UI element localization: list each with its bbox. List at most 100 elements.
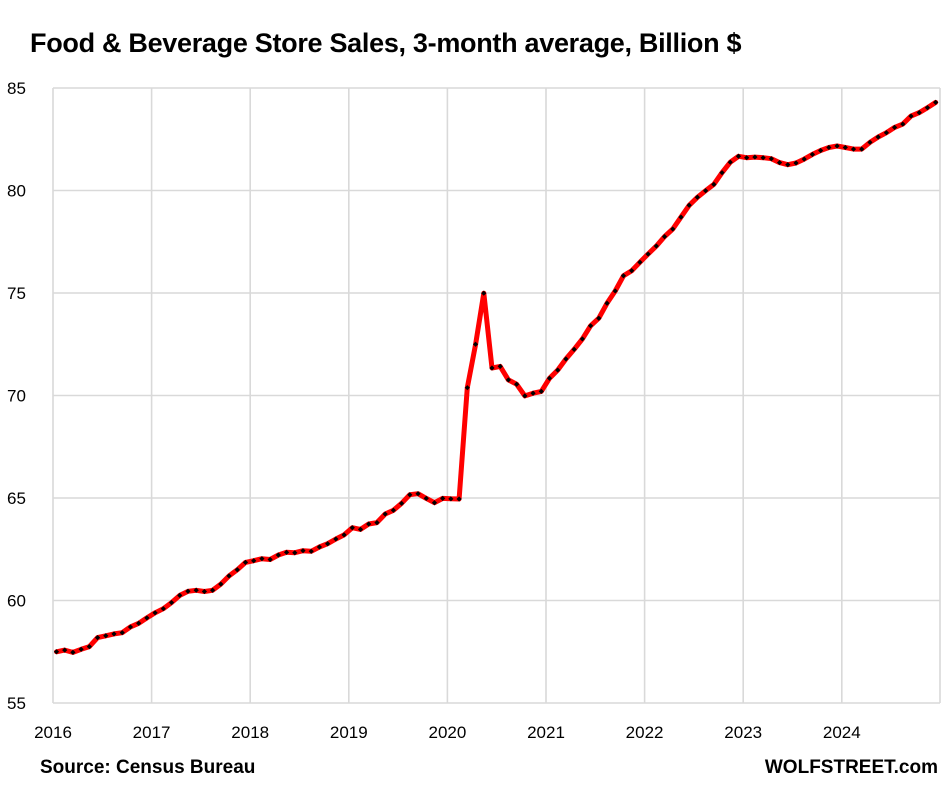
- y-tick-label: 85: [7, 79, 26, 98]
- data-point: [801, 156, 807, 162]
- data-point: [514, 381, 520, 387]
- data-point: [185, 588, 191, 594]
- data-point: [234, 567, 240, 573]
- data-point: [440, 495, 446, 502]
- data-point: [283, 549, 290, 555]
- data-point: [423, 495, 429, 502]
- data-point: [538, 388, 544, 394]
- data-point: [620, 273, 627, 279]
- data-point: [686, 202, 692, 208]
- data-point: [744, 155, 750, 161]
- data-point: [448, 496, 454, 502]
- data-point: [563, 356, 569, 362]
- data-point: [859, 146, 865, 152]
- y-tick-label: 80: [7, 182, 26, 201]
- x-tick-label: 2022: [626, 723, 664, 742]
- data-point: [867, 139, 873, 145]
- grid: [52, 87, 941, 704]
- data-point: [349, 525, 355, 531]
- x-tick-label: 2023: [724, 723, 762, 742]
- x-axis-ticks: 2016 2017 2018 2019 2020 2021 2022 2023 2024: [34, 723, 861, 742]
- data-point: [661, 234, 668, 240]
- data-point: [752, 154, 758, 160]
- data-point: [111, 631, 117, 637]
- y-tick-label: 70: [7, 387, 26, 406]
- data-point: [177, 592, 183, 598]
- data-point: [785, 162, 791, 168]
- data-point: [144, 615, 150, 621]
- series: [53, 99, 939, 655]
- data-point: [431, 500, 438, 506]
- data-point: [842, 144, 848, 151]
- data-point: [407, 492, 413, 498]
- data-point: [357, 526, 364, 532]
- data-point: [267, 556, 273, 563]
- data-point: [916, 110, 922, 116]
- data-point: [94, 635, 101, 641]
- data-point: [333, 536, 339, 542]
- data-point: [152, 610, 158, 616]
- data-point: [390, 507, 396, 513]
- data-point: [670, 226, 676, 232]
- data-point: [637, 259, 643, 265]
- x-tick-label: 2021: [527, 723, 565, 742]
- data-point: [62, 647, 68, 653]
- data-point: [251, 558, 257, 564]
- data-point: [818, 147, 824, 154]
- data-point: [653, 243, 659, 249]
- data-point: [645, 251, 651, 257]
- data-point: [242, 559, 249, 565]
- data-point: [316, 544, 323, 550]
- data-point: [892, 124, 898, 130]
- y-axis-ticks: 55 60 65 70 75 80 85: [7, 79, 26, 713]
- data-point: [505, 377, 512, 383]
- x-tick-label: 2020: [428, 723, 466, 742]
- data-point: [374, 520, 380, 526]
- data-point: [366, 521, 372, 527]
- data-point: [210, 587, 216, 593]
- data-point: [875, 134, 881, 140]
- data-point: [900, 121, 906, 127]
- data-point: [201, 588, 207, 595]
- data-point: [308, 548, 314, 554]
- chart-title: Food & Beverage Store Sales, 3-month ave…: [30, 28, 742, 58]
- y-tick-label: 60: [7, 592, 26, 611]
- data-point: [768, 156, 774, 162]
- data-point: [226, 573, 232, 579]
- data-point: [127, 624, 134, 630]
- data-point: [456, 496, 462, 502]
- data-point: [546, 375, 553, 381]
- data-point: [555, 367, 561, 373]
- data-point: [103, 633, 109, 639]
- data-point: [711, 181, 717, 187]
- data-point: [325, 541, 331, 547]
- data-point: [160, 606, 166, 612]
- data-point: [300, 548, 306, 554]
- data-point: [530, 390, 536, 396]
- data-point: [850, 146, 857, 152]
- data-point: [86, 644, 92, 650]
- data-point: [579, 336, 585, 342]
- data-point: [629, 268, 635, 274]
- source-note: Source: Census Bureau: [40, 757, 256, 778]
- data-point: [727, 159, 733, 165]
- data-point: [497, 363, 503, 369]
- data-point: [760, 155, 766, 161]
- data-point: [678, 214, 684, 220]
- data-point: [612, 288, 618, 294]
- data-point: [933, 99, 939, 105]
- data-point: [481, 290, 487, 296]
- data-point: [259, 556, 265, 562]
- x-tick-label: 2024: [823, 723, 861, 742]
- y-tick-label: 55: [7, 694, 26, 713]
- data-point: [908, 113, 914, 119]
- data-point: [275, 552, 281, 558]
- data-point: [168, 599, 175, 606]
- data-point: [604, 300, 610, 306]
- data-point: [719, 170, 725, 176]
- x-tick-label: 2017: [133, 723, 171, 742]
- data-point: [587, 323, 594, 329]
- data-point: [218, 581, 224, 587]
- data-point: [809, 151, 816, 158]
- data-point: [292, 550, 298, 556]
